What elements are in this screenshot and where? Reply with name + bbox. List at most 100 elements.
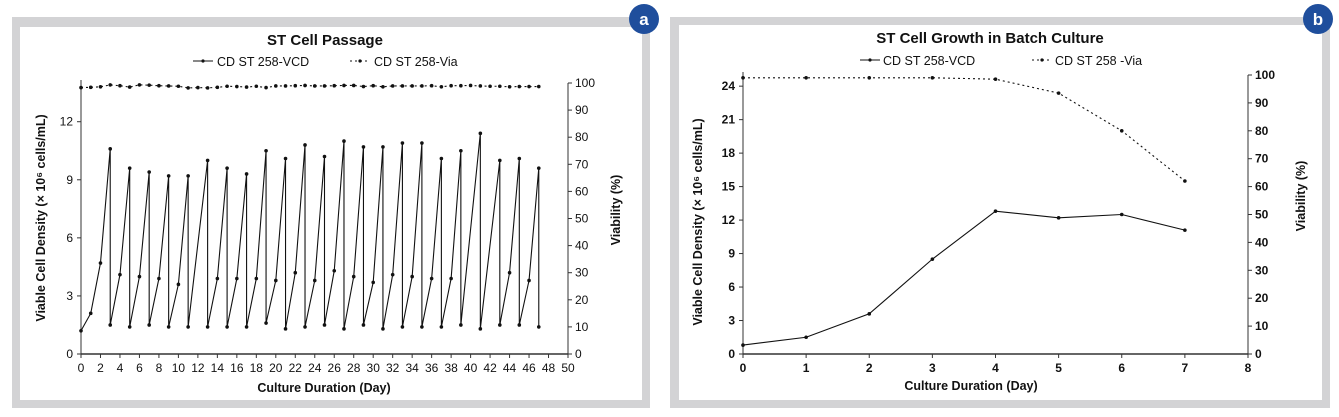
data-point-vcd <box>147 323 151 327</box>
data-point-vcd <box>439 156 444 161</box>
y2-tick-label: 10 <box>1255 319 1269 333</box>
data-point-vcd <box>507 270 512 275</box>
y2-tick-label: 90 <box>1255 96 1269 110</box>
data-point-vcd <box>478 327 483 331</box>
data-point-vcd <box>478 131 483 136</box>
x-tick-label: 20 <box>269 361 283 375</box>
data-point-vcd <box>361 323 366 327</box>
y-tick-label: 0 <box>728 347 735 361</box>
x-tick-label: 16 <box>230 361 244 375</box>
y2-tick-label: 70 <box>575 157 589 171</box>
x-tick-label: 7 <box>1182 361 1189 375</box>
data-point-vcd <box>166 174 171 178</box>
y-axis-title: Viable Cell Density (× 10⁶ cells/mL) <box>34 114 48 321</box>
data-point-vcd <box>1119 212 1124 217</box>
x-axis-title: Culture Duration (Day) <box>904 379 1037 393</box>
y-tick-label: 12 <box>60 115 74 129</box>
data-point-via <box>176 84 181 89</box>
data-point-vcd <box>400 325 405 329</box>
data-point-via <box>420 84 424 88</box>
data-point-vcd <box>536 325 541 329</box>
y-tick-label: 0 <box>66 347 73 361</box>
data-point-via <box>993 77 998 81</box>
data-point-vcd <box>225 166 229 170</box>
data-point-via <box>225 84 229 89</box>
data-point-vcd <box>390 272 395 277</box>
data-point-vcd <box>867 312 872 316</box>
data-point-vcd <box>527 278 531 283</box>
data-point-vcd <box>264 321 268 325</box>
y2-tick-label: 60 <box>575 184 589 198</box>
x-tick-label: 50 <box>561 361 575 375</box>
data-point-vcd <box>166 325 171 329</box>
data-point-via <box>1183 179 1187 183</box>
data-point-via <box>1056 91 1061 95</box>
data-point-via <box>147 83 151 87</box>
data-point-vcd <box>244 172 249 176</box>
data-point-via <box>322 84 327 88</box>
data-point-vcd <box>459 323 463 327</box>
x-tick-label: 24 <box>308 361 322 375</box>
data-point-via <box>332 83 337 88</box>
data-point-via <box>429 83 434 88</box>
data-point-vcd <box>993 209 998 213</box>
x-tick-label: 48 <box>542 361 556 375</box>
x-tick-label: 1 <box>803 361 810 375</box>
x-tick-label: 44 <box>503 361 517 375</box>
panel-badge-b <box>1303 4 1333 34</box>
data-point-vcd <box>930 257 935 261</box>
data-point-vcd <box>274 278 278 283</box>
data-point-via <box>118 83 122 88</box>
data-point-via <box>293 83 298 88</box>
x-tick-label: 34 <box>405 361 419 375</box>
data-point-vcd <box>498 323 502 327</box>
data-point-via <box>283 84 288 88</box>
data-point-via <box>342 83 346 88</box>
data-point-via <box>381 84 385 89</box>
data-point-vcd <box>244 325 249 329</box>
data-point-vcd <box>88 311 93 316</box>
data-point-via <box>157 83 161 88</box>
data-point-vcd <box>449 276 453 281</box>
data-point-vcd <box>361 145 366 149</box>
y-tick-label: 3 <box>66 289 73 303</box>
y-tick-label: 12 <box>722 213 736 227</box>
data-point-vcd <box>1056 216 1061 220</box>
data-point-vcd <box>381 327 385 331</box>
data-point-vcd <box>137 274 142 279</box>
data-point-vcd <box>283 327 288 331</box>
x-tick-label: 42 <box>483 361 497 375</box>
series-line-vcd <box>80 133 540 332</box>
y2-tick-label: 70 <box>1255 152 1269 166</box>
x-tick-label: 32 <box>386 361 400 375</box>
x-tick-label: 2 <box>866 361 873 375</box>
data-point-via <box>410 84 414 88</box>
data-point-via <box>186 86 190 90</box>
y2-axis-title: Viability (%) <box>1294 161 1308 232</box>
data-point-via <box>196 85 200 90</box>
data-point-via <box>98 84 103 89</box>
legend-label-via: CD ST 258-Via <box>374 55 458 69</box>
x-tick-label: 30 <box>367 361 381 375</box>
data-point-via <box>498 84 502 89</box>
data-point-vcd <box>127 325 132 329</box>
data-point-via <box>371 83 376 88</box>
data-point-via <box>536 84 541 89</box>
y2-tick-label: 80 <box>575 130 589 144</box>
data-point-via <box>137 83 142 87</box>
data-point-vcd <box>351 274 356 279</box>
data-point-vcd <box>205 325 210 329</box>
y2-tick-label: 0 <box>575 347 582 361</box>
x-tick-label: 22 <box>289 361 303 375</box>
y2-tick-label: 30 <box>575 266 589 280</box>
data-point-vcd <box>342 139 346 143</box>
x-tick-label: 6 <box>1118 361 1125 375</box>
data-point-via <box>303 83 307 88</box>
data-point-vcd <box>127 166 132 170</box>
data-point-via <box>468 83 473 88</box>
data-point-vcd <box>283 156 288 161</box>
data-point-vcd <box>498 158 502 163</box>
y2-tick-label: 20 <box>575 293 589 307</box>
x-tick-label: 4 <box>117 361 124 375</box>
x-tick-label: 8 <box>156 361 163 375</box>
